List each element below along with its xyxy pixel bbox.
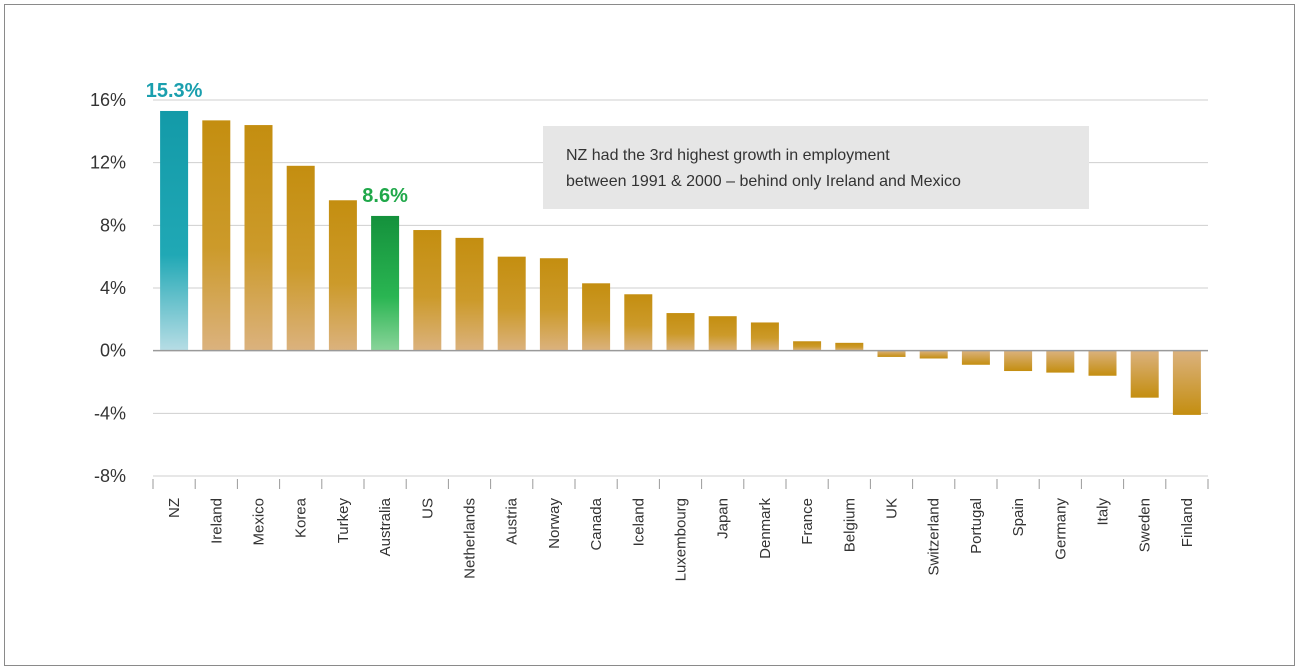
category-label-spain: Spain (1010, 498, 1027, 536)
category-label-belgium: Belgium (841, 498, 858, 552)
category-label-denmark: Denmark (757, 498, 774, 559)
bar-belgium (835, 342, 864, 351)
y-tick-label: 8% (100, 215, 126, 235)
category-label-ireland: Ireland (208, 498, 225, 544)
bar-iceland (624, 294, 653, 351)
category-label-sweden: Sweden (1137, 498, 1154, 552)
category-label-norway: Norway (546, 498, 563, 549)
bar-austria (497, 256, 526, 351)
bar-france (793, 341, 822, 351)
category-label-canada: Canada (588, 497, 605, 550)
category-label-austria: Austria (504, 497, 521, 544)
bar-us (413, 230, 442, 351)
category-label-netherlands: Netherlands (462, 498, 479, 579)
category-label-germany: Germany (1052, 498, 1069, 560)
x-axis: NZ Ireland Mexico Korea Turkey Australia US Net… (152, 349, 1209, 581)
bars (160, 110, 1201, 415)
bar-luxembourg (666, 313, 695, 351)
category-label-portugal: Portugal (968, 498, 985, 554)
y-tick-label: 12% (90, 153, 126, 173)
y-tick-label: 4% (100, 278, 126, 298)
bar-mexico (244, 125, 273, 351)
bar-italy (1088, 350, 1117, 376)
category-label-mexico: Mexico (251, 498, 268, 546)
category-label-australia: Australia (377, 497, 394, 556)
annotation-line-2: between 1991 & 2000 – behind only Irelan… (566, 173, 961, 190)
category-label-france: France (799, 498, 816, 545)
category-label-finland: Finland (1179, 498, 1196, 547)
category-label-korea: Korea (293, 497, 310, 538)
category-label-iceland: Iceland (630, 498, 647, 546)
category-label-us: US (419, 498, 436, 519)
category-label-luxembourg: Luxembourg (673, 498, 690, 581)
y-tick-label: 0% (100, 341, 126, 361)
bar-portugal (961, 350, 990, 365)
y-tick-label: 16% (90, 90, 126, 110)
bar-finland (1172, 350, 1201, 415)
bar-korea (286, 165, 315, 351)
bar-nz (160, 110, 189, 351)
y-tick-label: -8% (94, 466, 126, 486)
y-axis: 16% 12% 8% 4% 0% -4% -8% (90, 90, 126, 486)
bar-sweden (1130, 350, 1159, 398)
bar-denmark (750, 322, 779, 351)
category-label-turkey: Turkey (335, 498, 352, 544)
bar-spain (1004, 350, 1033, 372)
bar-turkey (328, 200, 357, 351)
category-label-uk: UK (884, 498, 901, 519)
bar-japan (708, 316, 737, 351)
category-label-switzerland: Switzerland (926, 498, 943, 576)
value-labels: 15.3% 8.6% (146, 80, 408, 207)
y-tick-label: -4% (94, 403, 126, 423)
bar-canada (582, 283, 611, 351)
bar-netherlands (455, 237, 484, 351)
bar-germany (1046, 350, 1075, 373)
value-label-australia: 8.6% (362, 185, 408, 207)
annotation-box (543, 126, 1089, 209)
category-label-nz: NZ (166, 498, 183, 518)
category-label-japan: Japan (715, 498, 732, 539)
annotation-line-1: NZ had the 3rd highest growth in employm… (566, 147, 890, 164)
value-label-nz: 15.3% (146, 80, 203, 102)
bar-ireland (202, 120, 231, 351)
bar-switzerland (919, 350, 948, 359)
bar-australia (371, 215, 400, 351)
bar-uk (877, 350, 906, 357)
category-label-italy: Italy (1095, 498, 1112, 526)
bar-norway (539, 258, 568, 351)
annotation-callout: NZ had the 3rd highest growth in employm… (543, 126, 1089, 209)
